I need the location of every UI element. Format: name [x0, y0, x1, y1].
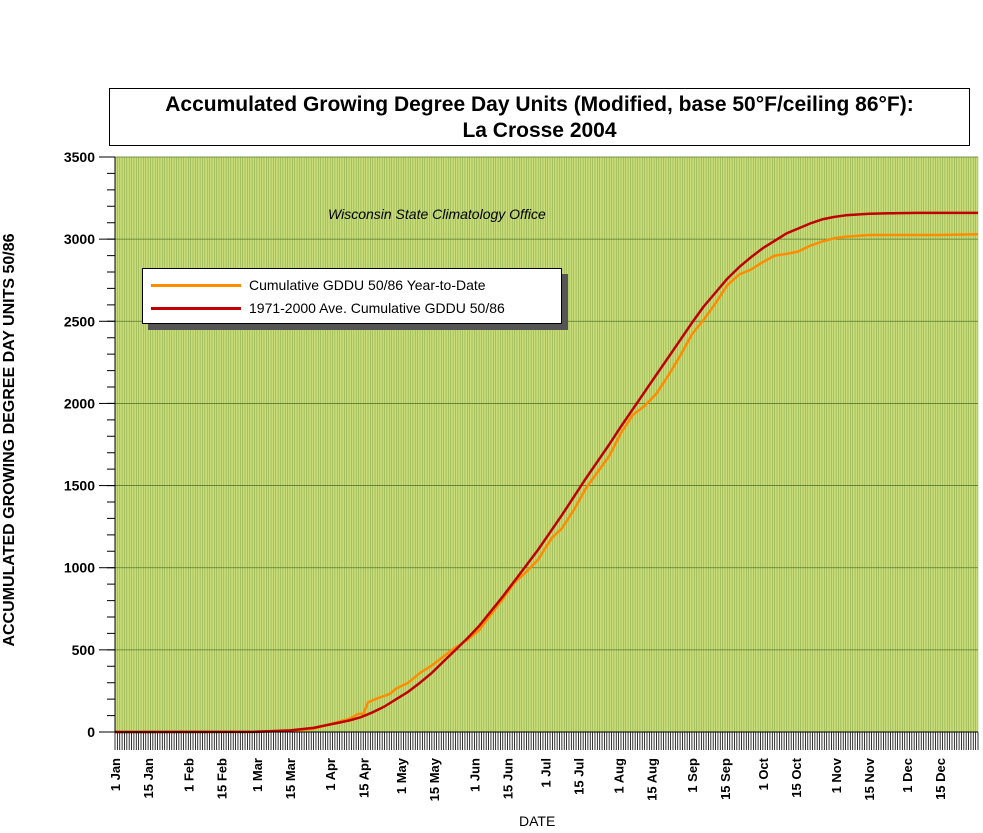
- x-tick-label: 15 Sep: [718, 758, 733, 800]
- x-tick-label: 15 Feb: [214, 758, 229, 799]
- x-tick-label: 15 Jan: [141, 758, 156, 799]
- legend-label-average: 1971-2000 Ave. Cumulative GDDU 50/86: [249, 300, 505, 316]
- y-tick-label: 3500: [64, 149, 95, 165]
- x-tick-label: 15 May: [427, 757, 442, 801]
- x-tick-label: 15 Apr: [356, 758, 371, 798]
- series-lines: [114, 211, 979, 734]
- x-tick-label: 1 Sep: [685, 758, 700, 793]
- chart-title: Accumulated Growing Degree Day Units (Mo…: [165, 93, 914, 116]
- y-tick-label: 500: [72, 642, 96, 658]
- legend-swatch-ytd: [151, 283, 241, 287]
- legend-item-ytd: Cumulative GDDU 50/86 Year-to-Date: [151, 276, 486, 294]
- x-tick-label: 1 Jul: [538, 758, 553, 788]
- y-tick-label: 1500: [64, 478, 95, 494]
- plot-area: [115, 157, 978, 732]
- x-tick-label: 1 Jan: [108, 758, 123, 791]
- y-axis-title: ACCUMULATED GROWING DEGREE DAY UNITS 50/…: [1, 233, 18, 647]
- x-tick-label: 1 May: [394, 757, 409, 794]
- x-tick-label: 1 Dec: [900, 758, 915, 793]
- x-tick-label: 15 Nov: [862, 757, 877, 800]
- series-line-0: [115, 232, 979, 734]
- y-minor-ticks: [107, 156, 115, 733]
- y-tick-label: 2500: [64, 313, 95, 329]
- x-tick-label: 1 Oct: [756, 757, 771, 790]
- x-tick-label: 1 Nov: [829, 757, 844, 793]
- legend-swatch-average: [151, 306, 241, 310]
- x-tick-label: 1 Jun: [467, 758, 482, 792]
- x-tick-label: 1 Aug: [612, 758, 627, 794]
- x-tick-label: 1 Apr: [323, 758, 338, 791]
- x-tick-label: 15 Mar: [283, 758, 298, 799]
- source-annotation: Wisconsin State Climatology Office: [328, 206, 546, 222]
- legend: Cumulative GDDU 50/86 Year-to-Date 1971-…: [142, 268, 562, 324]
- axes: 0 500 1000 1500 2000 2500 3000 3500 1 Jan 15 Jan 1…: [64, 149, 979, 801]
- y-tick-label: 1000: [64, 560, 95, 576]
- plot-background: [115, 157, 978, 732]
- y-tick-label: 2000: [64, 395, 95, 411]
- x-axis-title: DATE: [519, 813, 556, 829]
- x-tick-label: 1 Feb: [181, 758, 196, 792]
- chart-subtitle: La Crosse 2004: [462, 119, 617, 142]
- x-daily-ticks: [114, 732, 979, 750]
- x-tick-label: 15 Dec: [933, 758, 948, 800]
- series-line-1: [114, 211, 978, 734]
- x-tick-label: 1 Mar: [250, 758, 265, 792]
- legend-label-ytd: Cumulative GDDU 50/86 Year-to-Date: [249, 277, 486, 293]
- x-tick-label: 15 Oct: [789, 757, 804, 797]
- x-tick-label: 15 Aug: [645, 758, 660, 801]
- legend-item-average: 1971-2000 Ave. Cumulative GDDU 50/86: [151, 299, 505, 317]
- x-tick-label: 15 Jul: [571, 758, 586, 795]
- y-tick-label: 0: [87, 724, 95, 740]
- y-tick-label: 3000: [64, 231, 95, 247]
- x-tick-label: 15 Jun: [500, 758, 515, 799]
- chart-title-box: Accumulated Growing Degree Day Units (Mo…: [109, 88, 970, 146]
